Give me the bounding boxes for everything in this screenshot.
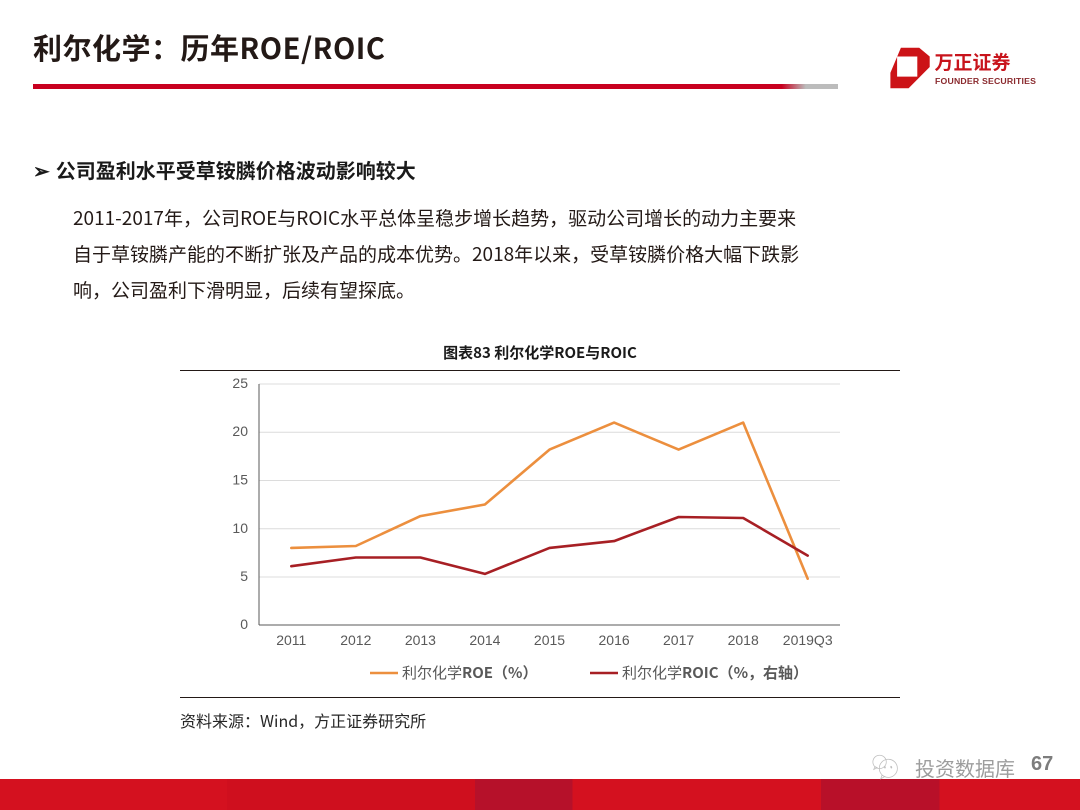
svg-text:15: 15 <box>232 472 248 488</box>
svg-text:2016: 2016 <box>599 632 630 648</box>
svg-text:25: 25 <box>232 375 248 391</box>
svg-text:0: 0 <box>240 616 248 632</box>
svg-text:10: 10 <box>232 520 248 536</box>
svg-text:5: 5 <box>240 568 248 584</box>
svg-text:2014: 2014 <box>469 632 500 648</box>
svg-text:2011: 2011 <box>276 632 306 648</box>
svg-text:2018: 2018 <box>728 632 759 648</box>
svg-text:2013: 2013 <box>405 632 436 648</box>
svg-text:万正证券: 万正证券 <box>935 48 1011 75</box>
svg-text:20: 20 <box>232 423 248 439</box>
svg-text:利尔化学ROIC（%，右轴）: 利尔化学ROIC（%，右轴） <box>622 662 808 683</box>
svg-text:利尔化学ROE（%）: 利尔化学ROE（%） <box>402 662 537 683</box>
svg-text:2015: 2015 <box>534 632 565 648</box>
svg-text:FOUNDER SECURITIES: FOUNDER SECURITIES <box>935 76 1036 86</box>
svg-text:2019Q3: 2019Q3 <box>783 632 833 648</box>
svg-text:2012: 2012 <box>340 632 371 648</box>
svg-text:2017: 2017 <box>663 632 694 648</box>
